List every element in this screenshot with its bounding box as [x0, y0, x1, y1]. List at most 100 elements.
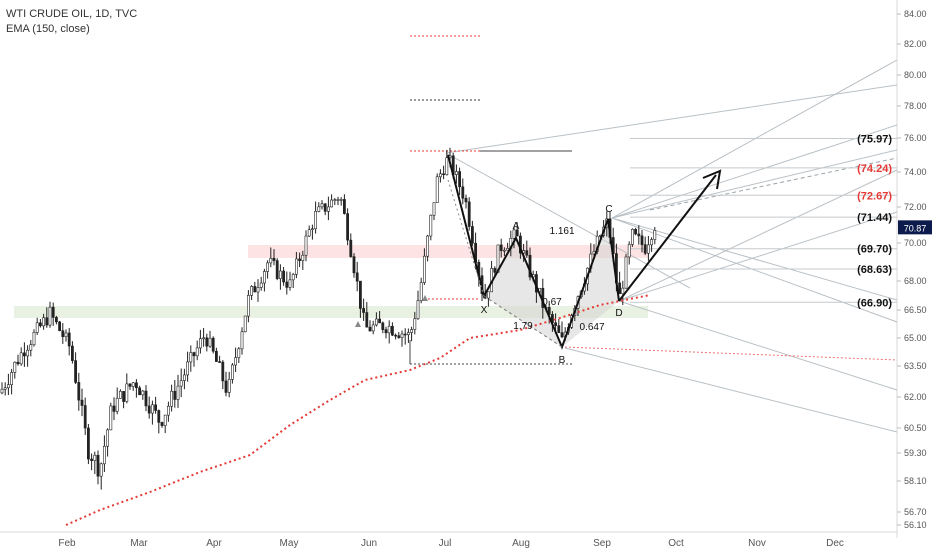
candle-body [115, 397, 119, 412]
candle-body [83, 405, 87, 429]
candle-body [323, 203, 327, 212]
candle-body [512, 229, 516, 239]
candle-body [301, 254, 305, 261]
pattern-bcd-fill [562, 219, 619, 347]
candle-body [275, 260, 279, 279]
time-tick-label: Sep [593, 538, 611, 549]
price-tick-label: 66.50 [904, 305, 927, 315]
ratio-label: 1.161 [549, 226, 574, 237]
candle-body [269, 257, 273, 264]
candle-body [135, 382, 138, 389]
candle-body [42, 317, 46, 327]
candle-body [467, 201, 471, 227]
candle-body [90, 458, 94, 461]
candle-body [154, 404, 158, 411]
candle-body [272, 257, 276, 261]
candle-body [160, 422, 164, 426]
candle-body [67, 332, 71, 347]
candle-body [7, 384, 10, 389]
channel-line [618, 169, 898, 302]
candle-body [147, 405, 151, 414]
candle-body [362, 308, 366, 313]
candle-body [58, 321, 62, 331]
candle-body [320, 203, 324, 208]
candle-body [493, 268, 497, 273]
candle-body [358, 280, 362, 309]
pattern-point-label: D [615, 308, 622, 319]
candle-body [374, 318, 378, 326]
pattern-xab-fill [484, 238, 562, 347]
candle-body [240, 331, 244, 350]
pattern-point-label: C [605, 204, 612, 215]
price-tick-label: 68.00 [904, 276, 927, 286]
arrow-head [702, 169, 722, 190]
candle-body [429, 214, 433, 237]
candle-body [256, 287, 260, 293]
candle-body [87, 427, 90, 460]
pattern-point-label: A [513, 221, 520, 232]
candle-body [32, 332, 36, 346]
candle-body [381, 322, 385, 330]
candle-body [199, 338, 202, 349]
candle-body [93, 454, 97, 461]
candle-body [119, 391, 122, 399]
candle-body [103, 445, 106, 465]
candle-body [304, 235, 308, 256]
time-tick-label: Mar [130, 538, 148, 549]
price-tick-label: 65.00 [904, 333, 927, 343]
candle-body [416, 300, 420, 320]
candle-body [346, 213, 350, 241]
candle-body [458, 171, 462, 188]
candle-body [627, 244, 631, 258]
candle-body [35, 322, 39, 333]
candle-body [61, 330, 65, 338]
candle-body [278, 270, 282, 279]
pattern-guide [447, 179, 485, 297]
candle-body [554, 322, 558, 326]
candle-body [64, 332, 68, 338]
candle-body [378, 318, 382, 324]
candle-body [128, 383, 132, 387]
candle-body [195, 347, 199, 357]
time-tick-label: Jul [439, 538, 452, 549]
candle-body [125, 383, 129, 402]
candle-body [45, 317, 49, 326]
price-tick-label: 70.00 [904, 238, 927, 248]
price-tick-label: 80.00 [904, 70, 927, 80]
candle-body [432, 202, 436, 216]
candles [0, 147, 657, 490]
candle-body [179, 380, 183, 387]
candle-body [80, 399, 84, 406]
price-tick-label: 72.00 [904, 202, 927, 212]
candle-body [624, 256, 628, 289]
candle-body [445, 157, 449, 176]
candle-body [231, 364, 234, 380]
candle-body [410, 329, 414, 333]
candle-body [266, 262, 270, 272]
candle-body [221, 361, 225, 382]
candle-body [186, 361, 190, 376]
candle-body [650, 239, 654, 246]
candle-body [390, 325, 394, 336]
channel-line [618, 300, 898, 391]
candle-body [10, 372, 14, 386]
candle-body [525, 250, 529, 256]
candle-body [237, 348, 241, 358]
candle-body [215, 350, 218, 362]
candle-body [643, 244, 647, 254]
time-tick-label: Apr [206, 538, 222, 549]
candle-body [131, 382, 135, 387]
channel-line [445, 84, 898, 154]
candle-body [112, 405, 116, 412]
candle-body [211, 337, 215, 352]
candle-body [442, 173, 446, 176]
candle-body [157, 410, 161, 423]
candle-body [621, 287, 625, 295]
candle-body [218, 361, 222, 363]
candle-body [368, 326, 372, 332]
candle-body [243, 315, 247, 333]
channel-line [611, 149, 898, 219]
candle-body [16, 361, 20, 365]
candle-body [173, 390, 177, 400]
